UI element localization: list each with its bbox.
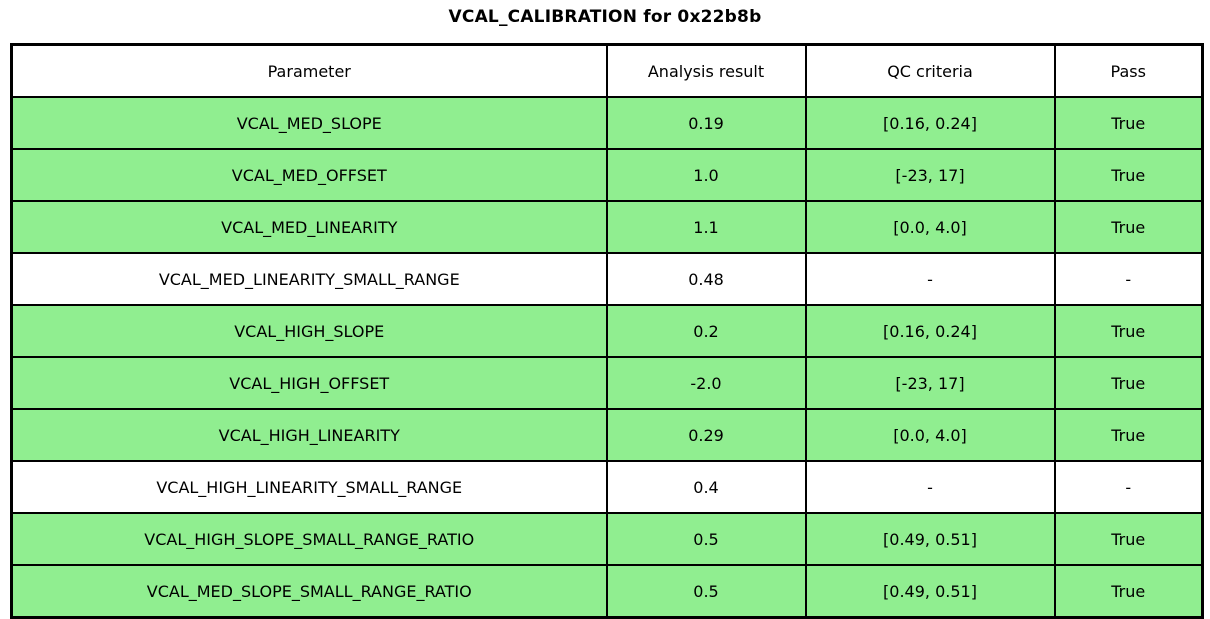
cell-qc-criteria: [0.0, 4.0] [804,408,1056,462]
cell-parameter: VCAL_MED_OFFSET [10,148,608,202]
cell-pass: True [1053,356,1204,410]
cell-pass: True [1053,512,1204,566]
table-row: VCAL_MED_OFFSET 1.0 [-23, 17] True [10,148,1204,202]
qc-table: Parameter Analysis result QC criteria Pa… [10,43,1204,619]
col-header-analysis-result: Analysis result [605,43,807,98]
cell-qc-criteria: [-23, 17] [804,148,1056,202]
table-row: VCAL_MED_LINEARITY 1.1 [0.0, 4.0] True [10,200,1204,254]
cell-parameter: VCAL_HIGH_LINEARITY_SMALL_RANGE [10,460,608,514]
cell-analysis-result: 1.1 [605,200,807,254]
page-title: VCAL_CALIBRATION for 0x22b8b [448,7,762,27]
table-row: VCAL_HIGH_LINEARITY_SMALL_RANGE 0.4 - - [10,460,1204,514]
cell-qc-criteria: [0.0, 4.0] [804,200,1056,254]
cell-qc-criteria: [-23, 17] [804,356,1056,410]
cell-analysis-result: 0.5 [605,564,807,619]
cell-pass: - [1053,252,1204,306]
cell-pass: True [1053,148,1204,202]
cell-qc-criteria: [0.16, 0.24] [804,96,1056,150]
cell-pass: True [1053,304,1204,358]
cell-parameter: VCAL_MED_SLOPE_SMALL_RANGE_RATIO [10,564,608,619]
table-row: VCAL_MED_SLOPE 0.19 [0.16, 0.24] True [10,96,1204,150]
table-row: VCAL_HIGH_SLOPE 0.2 [0.16, 0.24] True [10,304,1204,358]
cell-analysis-result: 0.2 [605,304,807,358]
cell-qc-criteria: - [804,460,1056,514]
col-header-pass: Pass [1053,43,1204,98]
cell-pass: True [1053,408,1204,462]
cell-analysis-result: 0.5 [605,512,807,566]
qc-report-page: VCAL_CALIBRATION for 0x22b8b Parameter A… [10,7,1204,619]
table-row: VCAL_HIGH_OFFSET -2.0 [-23, 17] True [10,356,1204,410]
cell-analysis-result: 0.4 [605,460,807,514]
cell-parameter: VCAL_HIGH_OFFSET [10,356,608,410]
cell-pass: True [1053,200,1204,254]
cell-pass: True [1053,564,1204,619]
table-row: VCAL_MED_LINEARITY_SMALL_RANGE 0.48 - - [10,252,1204,306]
cell-parameter: VCAL_MED_SLOPE [10,96,608,150]
header-row: Parameter Analysis result QC criteria Pa… [10,43,1204,98]
cell-analysis-result: 0.48 [605,252,807,306]
cell-analysis-result: 1.0 [605,148,807,202]
cell-parameter: VCAL_HIGH_LINEARITY [10,408,608,462]
cell-pass: - [1053,460,1204,514]
cell-analysis-result: 0.29 [605,408,807,462]
col-header-parameter: Parameter [10,43,608,98]
cell-qc-criteria: [0.49, 0.51] [804,564,1056,619]
cell-analysis-result: -2.0 [605,356,807,410]
table-row: VCAL_MED_SLOPE_SMALL_RANGE_RATIO 0.5 [0.… [10,564,1204,619]
cell-parameter: VCAL_MED_LINEARITY_SMALL_RANGE [10,252,608,306]
col-header-qc-criteria: QC criteria [804,43,1056,98]
table-row: VCAL_HIGH_SLOPE_SMALL_RANGE_RATIO 0.5 [0… [10,512,1204,566]
cell-pass: True [1053,96,1204,150]
table-row: VCAL_HIGH_LINEARITY 0.29 [0.0, 4.0] True [10,408,1204,462]
cell-analysis-result: 0.19 [605,96,807,150]
cell-qc-criteria: [0.49, 0.51] [804,512,1056,566]
cell-qc-criteria: - [804,252,1056,306]
cell-parameter: VCAL_HIGH_SLOPE_SMALL_RANGE_RATIO [10,512,608,566]
cell-qc-criteria: [0.16, 0.24] [804,304,1056,358]
cell-parameter: VCAL_MED_LINEARITY [10,200,608,254]
cell-parameter: VCAL_HIGH_SLOPE [10,304,608,358]
